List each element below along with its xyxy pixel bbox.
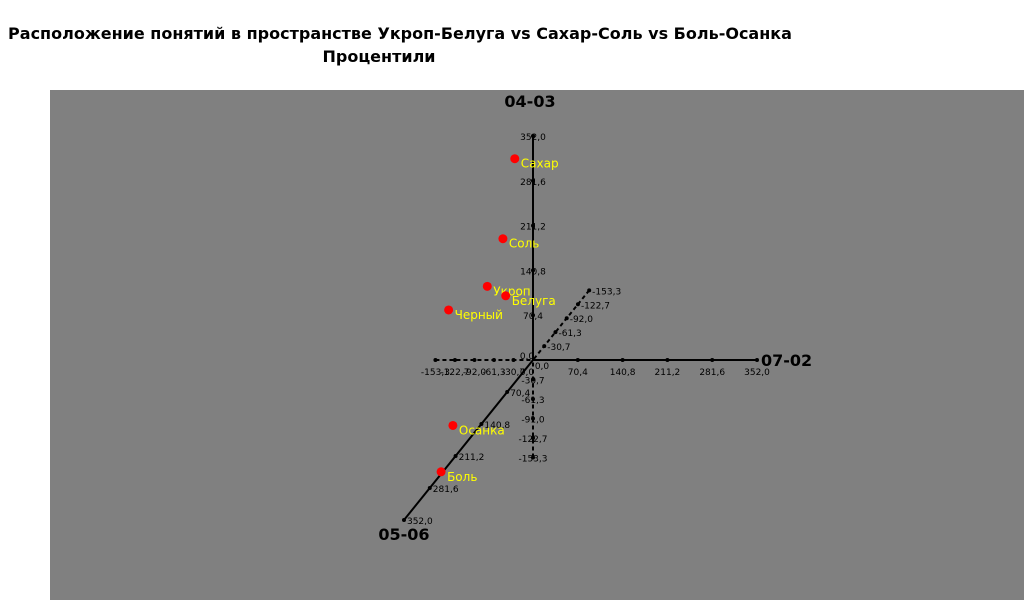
data-point	[436, 467, 446, 477]
x-tick-label: -122,7	[440, 368, 469, 378]
x-tick-label: -153,3	[421, 368, 450, 378]
y-tick-mark	[531, 436, 535, 441]
x-tick-mark	[710, 358, 715, 362]
x-tick-label: 140,8	[610, 368, 636, 378]
z-tick-mark	[587, 288, 592, 293]
y-tick-label: 352,0	[520, 133, 546, 143]
z-axis-negative	[532, 289, 590, 361]
data-point-label: Черный	[455, 308, 503, 322]
z-tick-mark	[401, 517, 406, 522]
z-axis-positive	[403, 359, 534, 521]
y-tick-mark	[531, 377, 535, 382]
y-tick-mark	[531, 268, 535, 273]
data-point	[444, 305, 454, 315]
data-point	[498, 234, 508, 244]
z-tick-label: 140,8	[484, 421, 510, 431]
y-tick-mark	[531, 455, 535, 460]
z-tick-mark	[453, 453, 458, 458]
z-tick-mark	[553, 330, 558, 335]
y-tick-mark	[531, 133, 535, 138]
x-tick-mark	[575, 358, 580, 362]
x-tick-mark	[491, 358, 496, 362]
origin-label: 0,0	[535, 362, 550, 372]
x-tick-mark	[665, 358, 670, 362]
y-tick-label: -122,7	[518, 435, 547, 445]
z-tick-label: -122,7	[581, 301, 610, 311]
y-tick-label: -153,3	[518, 455, 547, 465]
x-tick-label: -30,7	[502, 368, 525, 378]
x-tick-label: 352,0	[744, 368, 770, 378]
y-tick-label: 70,4	[523, 312, 543, 322]
y-tick-label: -61,3	[521, 396, 544, 406]
data-point	[501, 291, 511, 301]
z-axis-title: 05-06	[378, 525, 429, 544]
z-tick-label: -61,3	[558, 329, 581, 339]
y-tick-label: 140,8	[520, 267, 546, 277]
x-axis-title: 07-02	[761, 351, 812, 370]
z-tick-label: 352,0	[407, 517, 433, 527]
y-tick-mark	[531, 397, 535, 402]
z-tick-label: 70,4	[510, 389, 530, 399]
y-tick-mark	[531, 313, 535, 318]
z-tick-label: -30,7	[547, 343, 570, 353]
y-tick-mark	[531, 223, 535, 228]
y-tick-label: 211,2	[520, 223, 546, 233]
x-tick-label: -92,0	[463, 368, 487, 378]
y-tick-label: 0,0	[520, 352, 535, 362]
z-tick-mark	[479, 421, 484, 426]
chart-subtitle: Процентили	[322, 47, 436, 66]
data-point-label: Белуга	[512, 294, 556, 308]
z-tick-label: 281,6	[433, 485, 459, 495]
z-tick-label: 211,2	[459, 453, 485, 463]
x-tick-label: 0,0	[520, 368, 535, 378]
data-point-label: Соль	[509, 237, 539, 251]
y-tick-mark	[531, 416, 535, 421]
x-tick-mark	[511, 358, 516, 362]
x-tick-label: 211,2	[655, 368, 681, 378]
data-point-label: Сахар	[521, 157, 559, 171]
z-tick-mark	[564, 316, 569, 321]
z-tick-mark	[505, 389, 510, 394]
x-tick-label: 70,4	[568, 368, 588, 378]
y-tick-label: 281,6	[520, 178, 546, 188]
x-tick-mark	[755, 358, 760, 362]
data-point	[482, 281, 492, 291]
z-tick-mark	[427, 485, 432, 490]
chart-svg: -153,3-122,7-92,0-61,3-30,70,0 70,4 140,8 2…	[378, 92, 812, 544]
x-tick-label: -61,3	[482, 368, 505, 378]
z-tick-label: -153,3	[592, 287, 621, 297]
x-tick-mark	[472, 358, 477, 362]
data-point	[510, 154, 520, 164]
data-point	[448, 420, 458, 430]
x-tick-label: 281,6	[699, 368, 725, 378]
x-tick-mark	[452, 358, 457, 362]
z-tick-label: -92,0	[570, 315, 594, 325]
y-tick-mark	[531, 178, 535, 183]
x-tick-mark	[433, 358, 438, 362]
y-tick-label: -91,0	[521, 416, 545, 426]
plot-area: -153,3 -122,7 -92,0 -61,3 -30,7 0,0 70,4 140,8 2…	[50, 90, 1024, 600]
data-point-label: Боль	[447, 470, 477, 484]
data-point-label: Осанка	[459, 423, 505, 437]
z-tick-mark	[575, 302, 580, 307]
y-tick-label: -30,7	[521, 377, 544, 387]
z-tick-mark	[542, 344, 547, 349]
x-tick-mark	[620, 358, 625, 362]
y-axis-title: 04-03	[504, 92, 555, 111]
chart-title: Расположение понятий в пространстве Укро…	[8, 24, 792, 43]
